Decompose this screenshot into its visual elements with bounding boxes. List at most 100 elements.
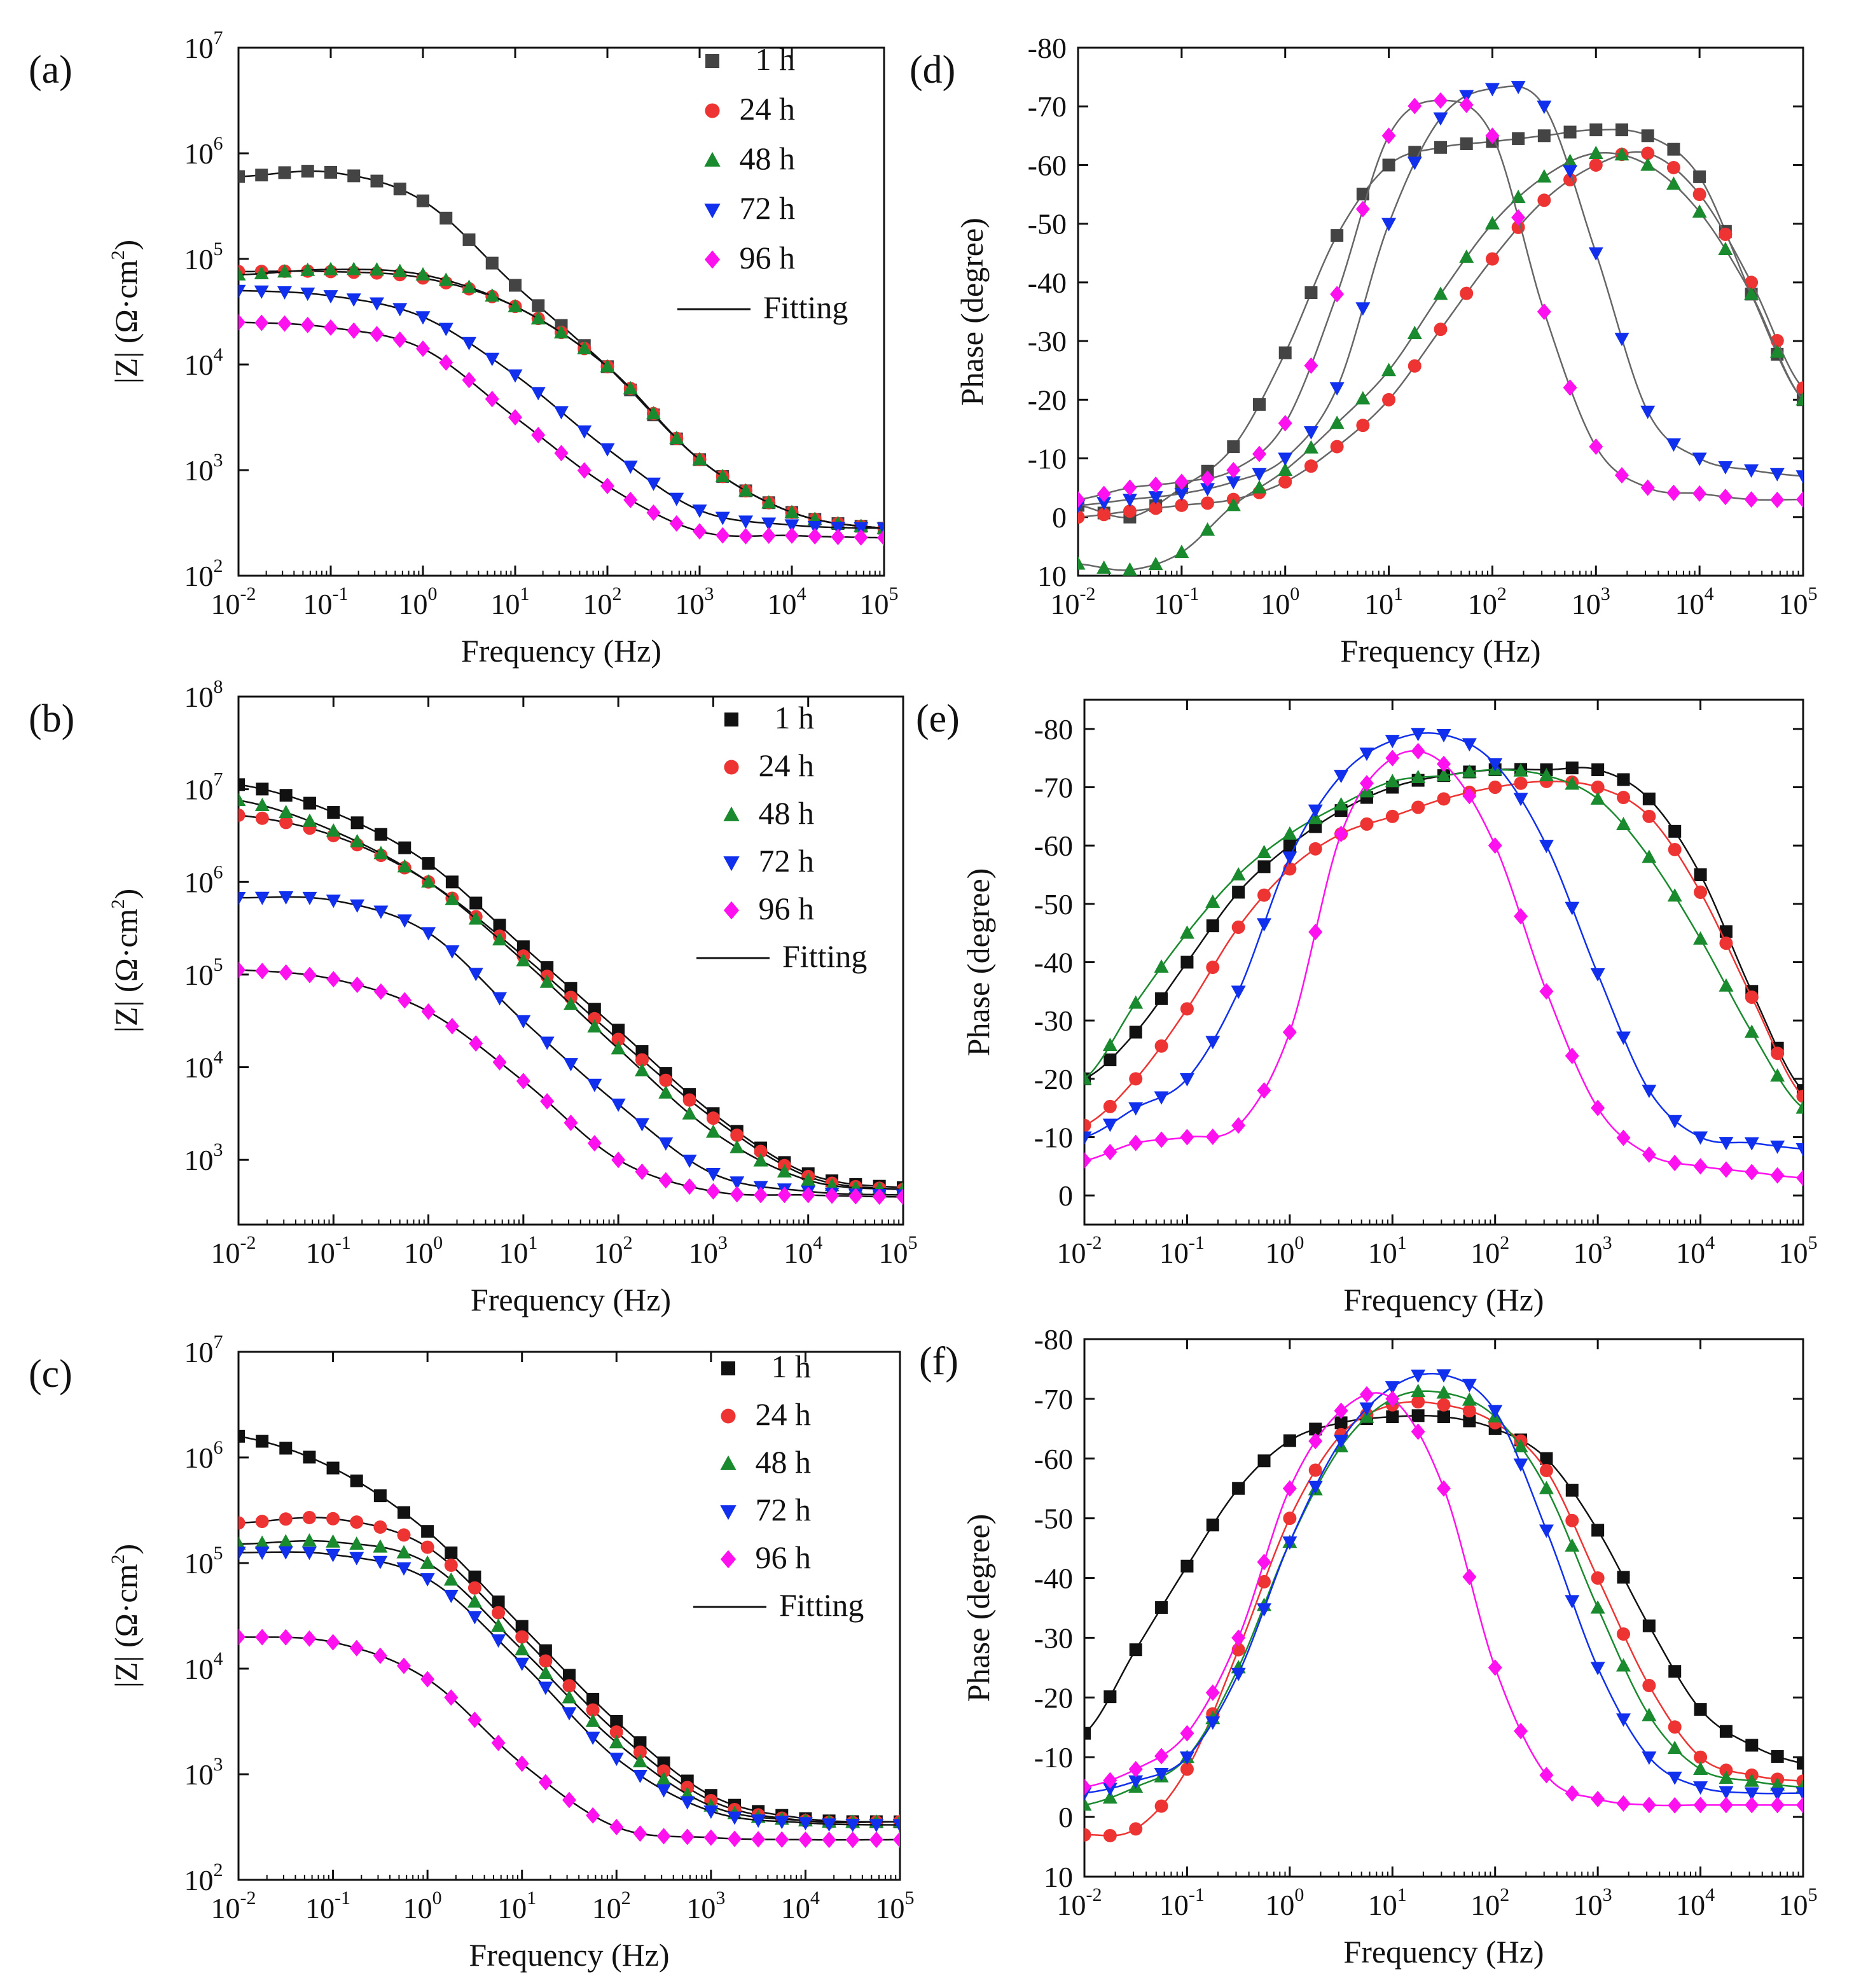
x-tick-label: 10-1 [1154,583,1199,620]
x-tick-label: 100 [1261,583,1299,620]
data-point [1308,1480,1323,1494]
data-point [680,1796,695,1810]
data-point [1149,501,1163,515]
y-tick-label: 105 [184,1543,223,1580]
x-tick-label: 100 [1265,1232,1304,1269]
data-point [1796,491,1803,508]
data-point [562,1791,576,1809]
data-point [515,1642,530,1656]
data-point [349,1552,364,1566]
data-point [1693,170,1706,183]
data-point [1565,1538,1580,1552]
data-point [420,1573,435,1587]
data-point [393,183,406,196]
data-point [632,1754,647,1768]
data-point [1154,1131,1169,1148]
data-point [1796,1169,1803,1186]
data-point [1382,158,1395,172]
data-point [1123,504,1137,518]
x-tick-label: 102 [1468,583,1507,620]
data-point [302,1630,317,1647]
data-point [1180,1725,1194,1742]
data-point [854,529,868,546]
data-point [1539,1524,1554,1538]
data-point [1205,1716,1221,1730]
data-point [798,1831,813,1848]
data-point [1123,479,1137,496]
data-point [1411,1409,1425,1422]
data-point [1718,489,1733,506]
data-point [326,823,341,837]
x-tick-label: 102 [592,1887,631,1924]
data-point [1308,842,1322,856]
y-tick-label: 106 [184,133,223,170]
plot-frame [237,1351,901,1881]
data-point [326,971,341,988]
data-point [1667,142,1680,156]
data-point [1513,763,1528,777]
plot-frame [237,695,904,1226]
data-point [1385,809,1399,823]
data-point [1359,1409,1374,1423]
data-point [492,992,508,1006]
data-point [1462,788,1477,805]
data-point [577,425,592,439]
y-tick-label: 106 [184,1437,223,1474]
data-point [1084,1152,1091,1169]
data-point [1227,440,1240,454]
data-point [485,352,500,366]
data-point [1590,791,1605,805]
data-point [784,504,799,518]
data-point [588,1011,602,1025]
data-point [1283,1512,1297,1526]
data-point [323,290,338,304]
data-point [585,1713,600,1727]
data-point [761,517,777,531]
data-point [278,1546,293,1560]
data-point [1103,1828,1117,1842]
data-point [1097,508,1111,522]
data-point [738,527,753,545]
data-point [1770,491,1785,508]
y-tick-label: 103 [184,450,223,487]
data-point [1278,475,1292,489]
data-point [1103,1690,1117,1704]
data-point [633,1736,647,1749]
data-point [1407,326,1422,340]
y-tick-label: 107 [184,1331,223,1368]
data-point [485,391,499,408]
data-point [1485,127,1500,144]
data-point [1128,995,1144,1009]
data-point [350,1515,364,1529]
legend-marker [724,760,739,775]
data-point [1668,1797,1682,1814]
data-point [255,1515,269,1529]
x-tick-label: 104 [781,1887,820,1924]
data-point [657,1764,671,1778]
data-point [612,1024,625,1037]
y-tick-label: -60 [1028,149,1067,181]
data-point [1386,1410,1399,1424]
legend-marker [721,1361,735,1375]
data-point [1539,840,1554,854]
data-point [1588,247,1603,261]
data-point [1278,462,1293,476]
data-point [554,406,569,420]
data-point [539,1654,553,1668]
data-point [1252,480,1267,494]
data-point [540,1093,555,1110]
data-point [1308,1463,1322,1477]
legend-label: 72 h [759,843,815,879]
x-tick-label: 105 [876,1887,915,1924]
data-point [1437,755,1451,772]
data-point [1565,761,1579,775]
data-point [1563,153,1578,167]
data-point [1770,1068,1785,1082]
data-point [516,1073,530,1090]
plot-frame [1083,1338,1804,1878]
data-point [1304,459,1318,473]
data-point [326,1534,341,1548]
data-point [1797,1756,1803,1770]
x-tick-label: 10-1 [303,583,349,620]
